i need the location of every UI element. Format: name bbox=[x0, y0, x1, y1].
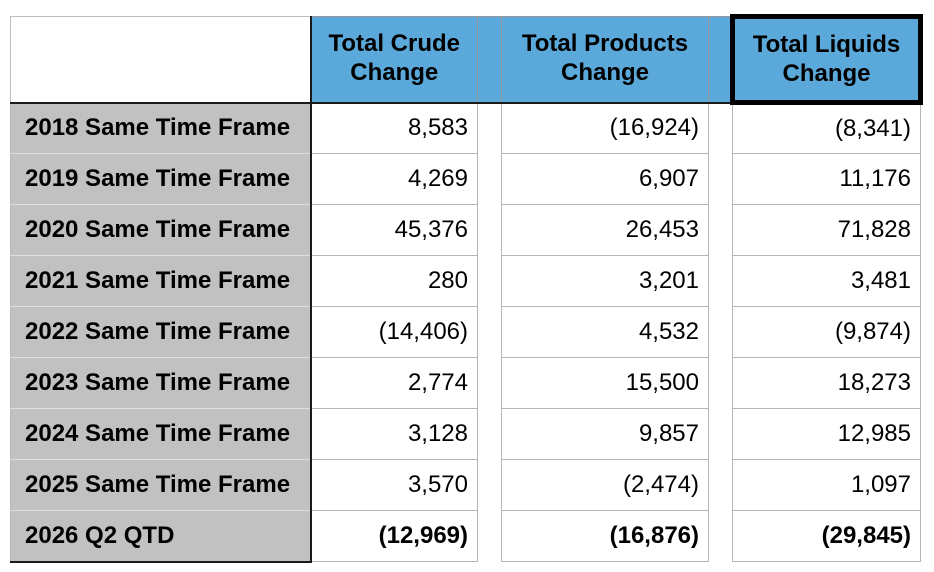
cell-crude[interactable]: 8,583 bbox=[310, 102, 478, 154]
header-row: Total Crude Change Total Products Change… bbox=[10, 14, 923, 105]
header-spacer-1 bbox=[477, 16, 502, 104]
cell-products[interactable]: 4,532 bbox=[501, 306, 709, 358]
spacer-cell bbox=[708, 357, 733, 409]
cell-products[interactable]: (2,474) bbox=[501, 459, 709, 511]
cell-liquids[interactable]: 18,273 bbox=[732, 357, 921, 409]
cell-products[interactable]: (16,876) bbox=[501, 510, 709, 562]
table-row-2018: 2018 Same Time Frame 8,583 (16,924) (8,3… bbox=[10, 102, 921, 154]
column-header-total-crude-change[interactable]: Total Crude Change bbox=[310, 16, 478, 104]
cell-crude[interactable]: (14,406) bbox=[310, 306, 478, 358]
spacer-cell bbox=[708, 510, 733, 562]
cell-liquids[interactable]: (29,845) bbox=[732, 510, 921, 562]
table-row-2022: 2022 Same Time Frame (14,406) 4,532 (9,8… bbox=[10, 306, 921, 358]
cell-products[interactable]: 3,201 bbox=[501, 255, 709, 307]
table-row-2019: 2019 Same Time Frame 4,269 6,907 11,176 bbox=[10, 153, 921, 205]
cell-products[interactable]: 15,500 bbox=[501, 357, 709, 409]
spacer-cell bbox=[708, 255, 733, 307]
table-row-2025: 2025 Same Time Frame 3,570 (2,474) 1,097 bbox=[10, 459, 921, 511]
row-label[interactable]: 2024 Same Time Frame bbox=[10, 408, 312, 460]
cell-crude[interactable]: 4,269 bbox=[310, 153, 478, 205]
spacer-cell bbox=[708, 306, 733, 358]
cell-products[interactable]: 6,907 bbox=[501, 153, 709, 205]
header-spacer-2 bbox=[708, 16, 733, 104]
column-header-total-liquids-change-highlighted[interactable]: Total Liquids Change bbox=[730, 14, 923, 105]
cell-liquids[interactable]: 1,097 bbox=[732, 459, 921, 511]
spacer-cell bbox=[477, 306, 502, 358]
spacer-cell bbox=[477, 357, 502, 409]
cell-products[interactable]: (16,924) bbox=[501, 102, 709, 154]
row-label[interactable]: 2025 Same Time Frame bbox=[10, 459, 312, 511]
spacer-cell bbox=[477, 510, 502, 562]
table-row-2023: 2023 Same Time Frame 2,774 15,500 18,273 bbox=[10, 357, 921, 409]
cell-liquids[interactable]: 11,176 bbox=[732, 153, 921, 205]
column-header-total-products-change[interactable]: Total Products Change bbox=[501, 16, 709, 104]
cell-crude[interactable]: 2,774 bbox=[310, 357, 478, 409]
spacer-cell bbox=[708, 153, 733, 205]
table-row-2020: 2020 Same Time Frame 45,376 26,453 71,82… bbox=[10, 204, 921, 256]
spacer-cell bbox=[708, 459, 733, 511]
cell-crude[interactable]: 3,570 bbox=[310, 459, 478, 511]
cell-liquids[interactable]: (8,341) bbox=[732, 102, 921, 154]
table-row-2026-q2-qtd: 2026 Q2 QTD (12,969) (16,876) (29,845) bbox=[10, 510, 921, 563]
cell-crude[interactable]: 3,128 bbox=[310, 408, 478, 460]
row-label[interactable]: 2018 Same Time Frame bbox=[10, 102, 312, 154]
spacer-cell bbox=[477, 102, 502, 154]
spacer-cell bbox=[477, 153, 502, 205]
cell-liquids[interactable]: (9,874) bbox=[732, 306, 921, 358]
cell-liquids[interactable]: 3,481 bbox=[732, 255, 921, 307]
spacer-cell bbox=[708, 204, 733, 256]
row-label[interactable]: 2023 Same Time Frame bbox=[10, 357, 312, 409]
table-row-2024: 2024 Same Time Frame 3,128 9,857 12,985 bbox=[10, 408, 921, 460]
cell-liquids[interactable]: 12,985 bbox=[732, 408, 921, 460]
row-label[interactable]: 2020 Same Time Frame bbox=[10, 204, 312, 256]
spacer-cell bbox=[708, 408, 733, 460]
cell-crude[interactable]: (12,969) bbox=[310, 510, 478, 562]
spacer-cell bbox=[477, 255, 502, 307]
cell-crude[interactable]: 280 bbox=[310, 255, 478, 307]
spreadsheet-table-region: Total Crude Change Total Products Change… bbox=[10, 14, 923, 563]
row-label[interactable]: 2021 Same Time Frame bbox=[10, 255, 312, 307]
spacer-cell bbox=[708, 102, 733, 154]
row-label[interactable]: 2022 Same Time Frame bbox=[10, 306, 312, 358]
cell-products[interactable]: 9,857 bbox=[501, 408, 709, 460]
cell-products[interactable]: 26,453 bbox=[501, 204, 709, 256]
spacer-cell bbox=[477, 459, 502, 511]
corner-cell[interactable] bbox=[10, 16, 312, 104]
spacer-cell bbox=[477, 408, 502, 460]
cell-liquids[interactable]: 71,828 bbox=[732, 204, 921, 256]
liquids-change-table: Total Crude Change Total Products Change… bbox=[10, 14, 923, 563]
table-row-2021: 2021 Same Time Frame 280 3,201 3,481 bbox=[10, 255, 921, 307]
cell-crude[interactable]: 45,376 bbox=[310, 204, 478, 256]
row-label[interactable]: 2026 Q2 QTD bbox=[10, 510, 312, 563]
row-label[interactable]: 2019 Same Time Frame bbox=[10, 153, 312, 205]
spacer-cell bbox=[477, 204, 502, 256]
